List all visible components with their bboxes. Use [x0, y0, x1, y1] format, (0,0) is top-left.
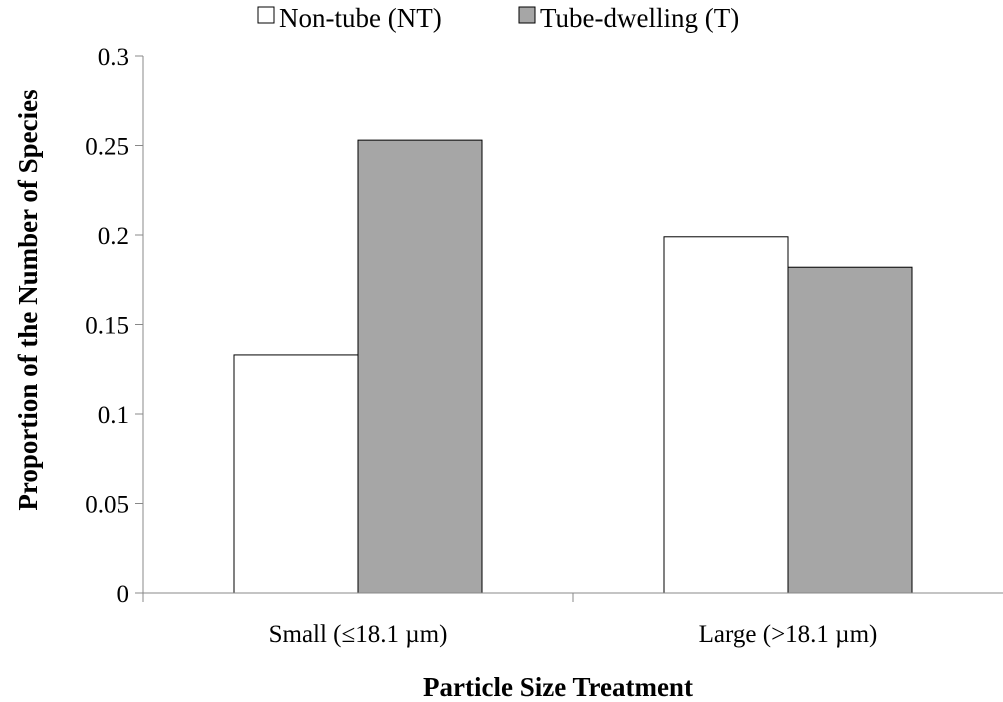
- legend-label-non-tube: Non-tube (NT): [279, 3, 442, 33]
- y-tick-label: 0.3: [98, 44, 129, 71]
- legend-swatch-non-tube: [257, 6, 275, 24]
- y-tick-label: 0.25: [85, 134, 129, 161]
- legend: Non-tube (NT) Tube-dwelling (T): [257, 3, 739, 33]
- bar-tube-dwelling-small: [357, 139, 483, 594]
- bar-non-tube-large: [663, 236, 789, 594]
- bar-tube-dwelling-large: [787, 266, 913, 594]
- legend-label-tube-dwelling: Tube-dwelling (T): [540, 3, 739, 33]
- x-category-label: Small (≤18.1 µm): [269, 621, 448, 648]
- y-tick-label: 0.1: [98, 402, 129, 429]
- y-tick-label: 0.05: [85, 492, 129, 519]
- x-axis-title: Particle Size Treatment: [423, 672, 693, 702]
- legend-swatch-tube-dwelling: [518, 6, 536, 24]
- x-ticks: Small (≤18.1 µm) Large (>18.1 µm): [142, 593, 878, 648]
- y-axis-title: Proportion of the Number of Species: [13, 89, 43, 510]
- bars: [233, 139, 913, 594]
- y-tick-label: 0.2: [98, 223, 129, 250]
- bar-non-tube-small: [233, 354, 359, 594]
- y-tick-label: 0: [117, 581, 130, 608]
- y-tick-label: 0.15: [85, 313, 129, 340]
- y-ticks: 0 0.05 0.1 0.15 0.2 0.25 0.3: [85, 44, 143, 608]
- x-category-label: Large (>18.1 µm): [699, 621, 878, 648]
